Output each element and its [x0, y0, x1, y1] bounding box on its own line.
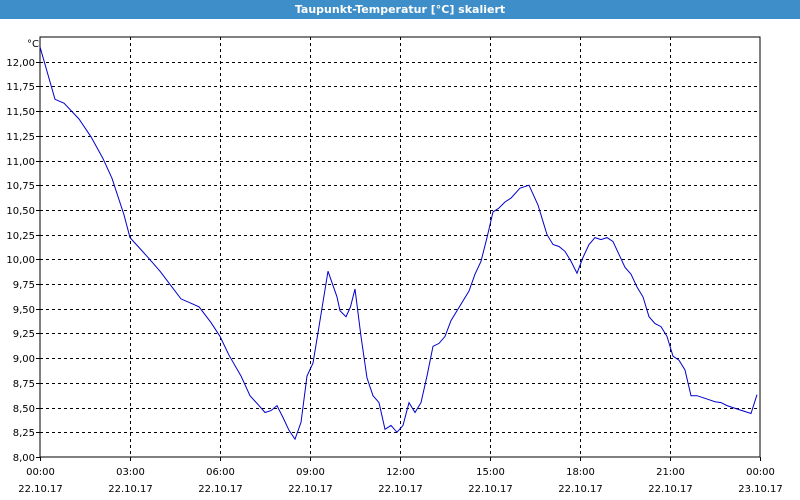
x-tick-date: 22.10.17: [288, 484, 333, 495]
y-tick-label: 8,50: [13, 404, 35, 415]
x-tick-date: 22.10.17: [198, 484, 243, 495]
x-tick-time: 03:00: [116, 467, 145, 478]
y-tick-label: 11,00: [6, 157, 35, 168]
x-tick-date: 22.10.17: [648, 484, 693, 495]
y-tick-label: 12,00: [6, 58, 35, 69]
series-line: [39, 46, 758, 441]
y-tick-label: 8,00: [13, 453, 35, 464]
y-tick-label: 9,75: [13, 280, 35, 291]
x-tick-date: 22.10.17: [18, 484, 63, 495]
y-tick-label: 9,00: [13, 354, 35, 365]
x-tick-time: 21:00: [656, 467, 685, 478]
x-tick-date: 22.10.17: [468, 484, 513, 495]
y-tick-label: 10,00: [6, 255, 35, 266]
x-axis: 00:00 22.10.17 03:00 22.10.17 06:00 22.10.17 0…: [18, 457, 783, 495]
x-tick-date: 23.10.17: [738, 484, 783, 495]
y-axis: 8,00 8,25 8,50 8,75 9,00 9,25 9,50 9,75 10,00 10,…: [6, 58, 40, 464]
y-tick-label: 11,25: [6, 132, 35, 143]
chart-area: 8,00 8,25 8,50 8,75 9,00 9,25 9,50 9,75 10,00 10,…: [6, 36, 783, 495]
x-tick-time: 12:00: [386, 467, 415, 478]
x-tick-time: 18:00: [566, 467, 595, 478]
y-tick-label: 8,75: [13, 379, 35, 390]
chart-title: Taupunkt-Temperatur [°C] skaliert: [0, 0, 800, 19]
y-tick-label: 10,75: [6, 181, 35, 192]
y-tick-label: 11,50: [6, 107, 35, 118]
y-tick-label: 8,25: [13, 428, 35, 439]
x-tick-time: 00:00: [746, 467, 775, 478]
x-tick-time: 06:00: [206, 467, 235, 478]
x-tick-date: 22.10.17: [108, 484, 153, 495]
y-tick-label: 10,50: [6, 206, 35, 217]
y-axis-unit: °C: [27, 39, 39, 50]
x-tick-time: 09:00: [296, 467, 325, 478]
x-tick-time: 15:00: [476, 467, 505, 478]
y-tick-label: 11,75: [6, 82, 35, 93]
y-tick-label: 9,50: [13, 305, 35, 316]
y-tick-label: 10,25: [6, 231, 35, 242]
x-tick-date: 22.10.17: [378, 484, 423, 495]
grid: [40, 37, 760, 457]
x-tick-time: 00:00: [26, 467, 55, 478]
y-tick-label: 9,25: [13, 329, 35, 340]
x-tick-date: 22.10.17: [558, 484, 603, 495]
